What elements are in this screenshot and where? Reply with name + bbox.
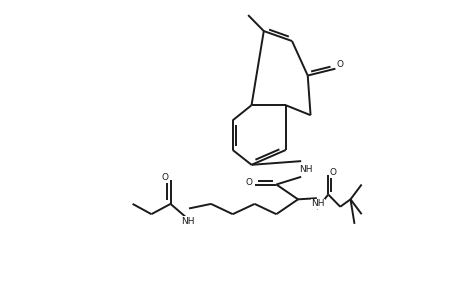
Text: O: O [245, 178, 252, 187]
Text: O: O [337, 60, 344, 69]
Text: O: O [161, 173, 169, 182]
Text: NH: NH [181, 217, 195, 226]
Text: NH: NH [311, 199, 325, 209]
Text: O: O [330, 168, 337, 177]
Text: NH: NH [300, 165, 313, 174]
